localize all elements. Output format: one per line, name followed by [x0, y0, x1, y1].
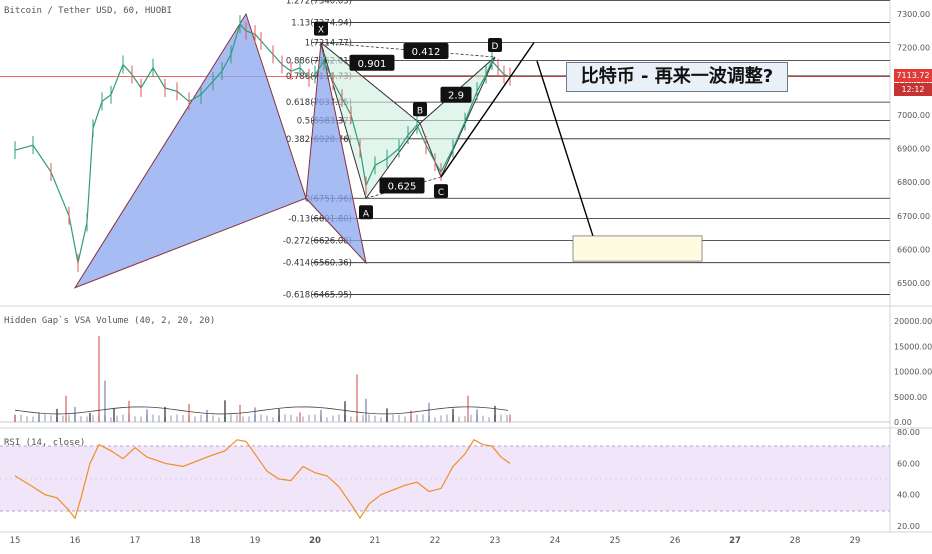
pattern-point-label-a: A [363, 209, 370, 219]
fib-level-label-10: -0.272(6626.08) [283, 237, 352, 247]
pattern-point-label-x: X [318, 26, 324, 36]
volume-axis-label-0: 20000.00 [894, 317, 932, 326]
harmonic-triangle-0 [73, 12, 307, 289]
volume-average-line [14, 406, 509, 415]
rsi-pane [0, 439, 890, 520]
pattern-point-label-b: B [417, 106, 423, 116]
ratio-badge-3 [379, 177, 425, 194]
pattern-xab-triangle [320, 41, 421, 200]
pattern-ratio-line-1 [365, 176, 442, 199]
time-axis-label-2: 17 [130, 536, 141, 546]
fib-level-label-9: -0.13(6691.80) [288, 215, 352, 225]
time-axis-label-4: 19 [250, 536, 261, 546]
rsi-axis-label-3: 20.00 [897, 522, 920, 531]
ratio-badge-1 [403, 42, 449, 59]
price-axis-label-7: 6600.00 [897, 245, 930, 254]
price-axis-label-8: 6500.00 [897, 279, 930, 288]
rsi-axis-label-2: 40.00 [897, 491, 920, 500]
time-axis-label-13: 28 [790, 536, 801, 546]
price-line [14, 22, 511, 263]
time-axis-label-7: 22 [430, 536, 441, 546]
time-axis-label-0: 15 [10, 536, 21, 546]
main-chart-title: Bitcoin / Tether USD, 60, HUOBI [4, 6, 172, 16]
time-axis-label-12: 27 [729, 536, 741, 546]
pattern-point-a [359, 205, 373, 220]
pattern-point-d [488, 38, 502, 53]
target-zone [572, 235, 703, 262]
time-axis-label-10: 25 [610, 536, 621, 546]
rsi-indicator-title: RSI (14, close) [4, 438, 86, 448]
price-axis-label-3: 7000.00 [897, 111, 930, 120]
time-axis-label-8: 23 [490, 536, 501, 546]
price-axis-label-1: 7200.00 [897, 44, 930, 53]
volume-indicator-title: Hidden Gap`s VSA Volume (40, 2, 20, 20) [4, 316, 216, 326]
price-axis-label-4: 6900.00 [897, 145, 930, 154]
fib-level-label-12: -0.618(6465.95) [283, 290, 352, 300]
volume-axis-label-1: 15000.00 [894, 342, 932, 351]
fib-level-label-0: 1.272(7340.05) [286, 0, 352, 7]
ratio-badge-text-2: 2.9 [448, 91, 464, 102]
rsi-line [14, 439, 511, 520]
fib-level-label-11: -0.414(6560.36) [283, 259, 352, 269]
pattern-point-label-d: D [492, 42, 499, 52]
ratio-badge-text-3: 0.625 [388, 181, 417, 192]
price-axis-label-5: 6800.00 [897, 178, 930, 187]
time-axis-label-6: 21 [370, 536, 381, 546]
harmonic-triangle-1 [305, 42, 367, 265]
ratio-badge-text-0: 0.901 [358, 59, 387, 70]
bar-countdown-tag: 12:12 [894, 83, 932, 96]
volume-pane [0, 336, 890, 423]
rsi-band [0, 446, 890, 511]
pattern-point-label-c: C [438, 188, 444, 198]
time-axis-label-14: 29 [850, 536, 861, 546]
price-pane: 1.272(7340.05)1.13(7274.94)1(7214.77)0.8… [0, 0, 890, 300]
volume-axis-label-4: 0.00 [894, 418, 912, 427]
pattern-point-x [314, 21, 328, 36]
pattern-point-b [413, 102, 427, 117]
ratio-badge-text-1: 0.412 [412, 47, 441, 58]
volume-axis-label-3: 5000.00 [894, 393, 927, 402]
time-axis-label-11: 26 [670, 536, 681, 546]
pattern-point-c [434, 184, 448, 199]
price-axis-label-6: 6700.00 [897, 212, 930, 221]
rsi-axis-label-0: 80.00 [897, 428, 920, 437]
time-axis-label-9: 24 [550, 536, 561, 546]
price-axis-label-0: 7300.00 [897, 10, 930, 19]
pattern-ratio-line-0 [320, 42, 421, 124]
time-axis-label-5: 20 [309, 536, 321, 546]
last-price-tag: 7113.72 [894, 69, 932, 82]
rsi-axis-label-1: 60.00 [897, 459, 920, 468]
ratio-badge-0 [349, 54, 395, 71]
projection-line-0 [440, 42, 535, 178]
time-axis-label-3: 18 [190, 536, 201, 546]
ratio-badge-2 [440, 86, 472, 103]
volume-axis-label-2: 10000.00 [894, 368, 932, 377]
time-axis-label-1: 16 [70, 536, 81, 546]
projection-line-1 [536, 60, 595, 240]
annotation-headline: 比特币 - 再来一波调整? [566, 62, 788, 92]
